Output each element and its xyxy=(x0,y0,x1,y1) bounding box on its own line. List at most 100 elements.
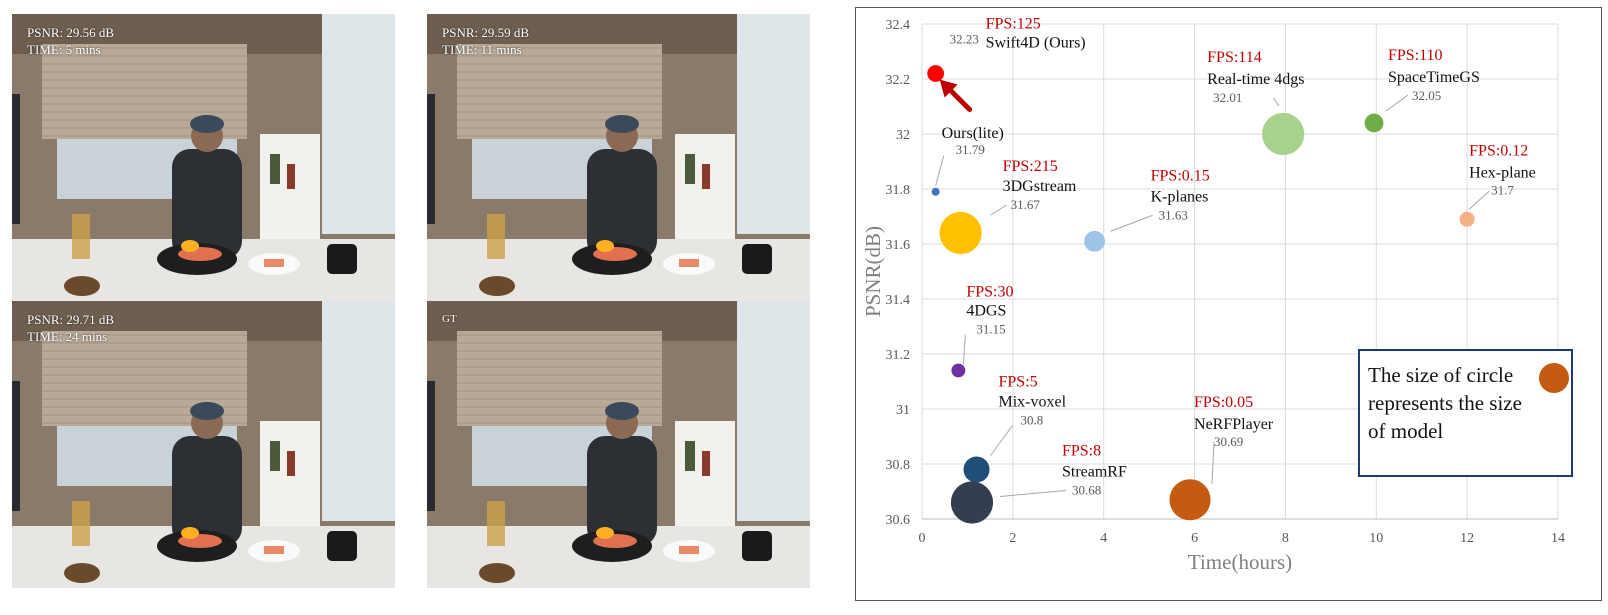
x-tick-label: 0 xyxy=(919,531,926,546)
cap xyxy=(605,115,639,133)
leader-line xyxy=(962,334,966,365)
shelf xyxy=(260,134,320,254)
leader-line xyxy=(1211,441,1215,484)
y-tick-label: 31.8 xyxy=(886,183,911,198)
data-point xyxy=(1459,211,1475,227)
arrow-head xyxy=(939,79,958,98)
photo-caption-line: GT xyxy=(442,313,457,325)
flame xyxy=(596,240,614,252)
method-label: Swift4D (Ours) xyxy=(986,35,1086,52)
y-tick-label: 31 xyxy=(896,403,910,418)
person-body xyxy=(172,149,242,259)
y-tick-label: 30.6 xyxy=(886,513,911,528)
bottle xyxy=(702,451,710,476)
method-label: K-planes xyxy=(1151,188,1209,205)
x-tick-label: 14 xyxy=(1551,531,1565,546)
kitchen-scene-image xyxy=(427,14,810,301)
photo-caption: GT xyxy=(442,311,457,328)
bowl xyxy=(64,563,100,583)
door-edge xyxy=(427,381,435,511)
leader-line xyxy=(1272,97,1280,107)
cap xyxy=(605,402,639,420)
x-tick-label: 6 xyxy=(1191,531,1198,546)
photo-caption: PSNR: 29.56 dB TIME: 5 mins xyxy=(27,24,114,58)
method-label: Ours(lite) xyxy=(942,125,1004,142)
y-axis-title: PSNR(dB) xyxy=(861,226,885,317)
person-body xyxy=(172,436,242,546)
photo-caption: PSNR: 29.59 dB TIME: 11 mins xyxy=(442,24,529,58)
bottle xyxy=(287,164,295,189)
value-label: 30.69 xyxy=(1214,434,1243,449)
method-label: Real-time 4dgs xyxy=(1207,71,1304,88)
fps-label: FPS:5 xyxy=(999,374,1038,391)
data-point xyxy=(1084,230,1106,252)
photo-caption-line: TIME: 11 mins xyxy=(442,42,522,57)
data-point xyxy=(1364,113,1384,133)
fps-label: FPS:30 xyxy=(966,284,1013,301)
fps-label: FPS:0.15 xyxy=(1151,167,1210,184)
bowl xyxy=(479,276,515,296)
cap xyxy=(190,402,224,420)
method-label: NeRFPlayer xyxy=(1194,416,1274,433)
kettle xyxy=(742,244,772,274)
door-edge xyxy=(12,94,20,224)
fps-label: FPS:125 xyxy=(986,16,1041,33)
arrow-shaft xyxy=(945,85,973,112)
fps-label: FPS:215 xyxy=(1003,158,1058,175)
y-tick-label: 30.8 xyxy=(886,458,911,473)
flame xyxy=(181,240,199,252)
oil-bottle xyxy=(72,501,90,546)
side-window xyxy=(322,301,395,521)
y-tick-label: 31.4 xyxy=(886,293,911,308)
y-tick-label: 32 xyxy=(896,128,910,143)
y-tick-label: 31.2 xyxy=(886,348,911,363)
fps-label: FPS:8 xyxy=(1062,443,1101,460)
value-label: 31.63 xyxy=(1159,207,1188,222)
kitchen-scene-image xyxy=(12,14,395,301)
value-label: 31.15 xyxy=(976,322,1005,337)
bottle xyxy=(270,441,280,471)
y-tick-label: 32.4 xyxy=(886,18,911,33)
flame xyxy=(596,527,614,539)
person-body xyxy=(587,436,657,546)
value-label: 32.01 xyxy=(1213,90,1242,105)
salmon-plate xyxy=(679,259,699,267)
flame xyxy=(181,527,199,539)
shelf xyxy=(675,134,735,254)
shelf xyxy=(260,421,320,541)
y-tick-label: 32.2 xyxy=(886,73,911,88)
value-label: 31.79 xyxy=(956,142,985,157)
data-point xyxy=(951,363,966,378)
x-tick-label: 8 xyxy=(1282,531,1289,546)
value-label: 32.23 xyxy=(950,32,979,47)
value-label: 30.8 xyxy=(1021,413,1044,428)
value-label: 30.68 xyxy=(1072,483,1101,498)
arrow-icon xyxy=(939,79,973,112)
side-window xyxy=(737,14,810,234)
bottle xyxy=(287,451,295,476)
photo-bottom-right: GT xyxy=(427,301,810,588)
photo-caption-line: PSNR: 29.59 dB xyxy=(442,25,530,40)
method-label: 3DGstream xyxy=(1003,178,1077,195)
value-label: 31.7 xyxy=(1491,182,1514,197)
door-edge xyxy=(12,381,20,511)
bottle xyxy=(702,164,710,189)
leader-line xyxy=(1110,214,1153,232)
kitchen-scene-image xyxy=(12,301,395,588)
data-point xyxy=(950,481,994,524)
x-tick-label: 2 xyxy=(1009,531,1016,546)
cap xyxy=(190,115,224,133)
method-label: SpaceTimeGS xyxy=(1388,69,1480,86)
data-point xyxy=(1169,479,1211,521)
value-label: 31.67 xyxy=(1011,197,1041,212)
fps-label: FPS:0.05 xyxy=(1194,394,1253,411)
photo-caption-line: TIME: 5 mins xyxy=(27,42,101,57)
salmon-plate xyxy=(264,546,284,554)
shelf xyxy=(675,421,735,541)
photo-top-left: PSNR: 29.56 dB TIME: 5 mins xyxy=(12,14,395,301)
chart-panel: 0 2 4 6 8 10 12 14 30.6 30.8 31 31.2 31.4 31.6 31.8 32 3… xyxy=(855,7,1602,601)
legend-text: The size of circle represents the size o… xyxy=(1368,363,1522,443)
data-point xyxy=(939,211,982,255)
salmon-plate xyxy=(679,546,699,554)
data-point xyxy=(963,456,990,483)
